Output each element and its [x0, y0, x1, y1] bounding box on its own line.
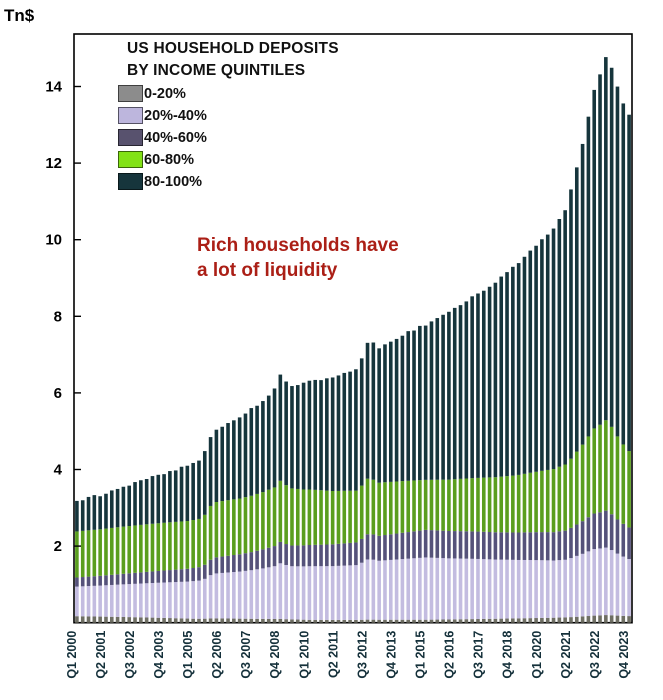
svg-text:Q4 2008: Q4 2008: [268, 631, 282, 679]
svg-text:Q4 2018: Q4 2018: [501, 631, 515, 679]
svg-text:8: 8: [54, 308, 62, 325]
svg-text:Q4 2013: Q4 2013: [384, 631, 398, 679]
svg-text:Q3 2002: Q3 2002: [123, 631, 137, 679]
svg-text:6: 6: [54, 385, 62, 402]
svg-text:Q2 2001: Q2 2001: [94, 631, 108, 679]
svg-text:Q1 2000: Q1 2000: [65, 631, 79, 679]
svg-text:Q2 2016: Q2 2016: [443, 631, 457, 679]
svg-text:2: 2: [54, 538, 62, 555]
svg-text:10: 10: [45, 232, 62, 249]
svg-text:Q1 2020: Q1 2020: [530, 631, 544, 679]
svg-text:Q1 2010: Q1 2010: [297, 631, 311, 679]
svg-text:Q4 2003: Q4 2003: [152, 631, 166, 679]
svg-text:Q1 2005: Q1 2005: [181, 631, 195, 679]
svg-text:12: 12: [45, 155, 62, 172]
svg-text:Q3 2012: Q3 2012: [355, 631, 369, 679]
svg-text:Q3 2022: Q3 2022: [588, 631, 602, 679]
svg-text:Q3 2007: Q3 2007: [239, 631, 253, 679]
svg-text:Q2 2021: Q2 2021: [559, 631, 573, 679]
svg-text:Q3 2017: Q3 2017: [472, 631, 486, 679]
svg-text:4: 4: [54, 462, 63, 479]
svg-text:Q2 2011: Q2 2011: [326, 631, 340, 678]
svg-text:Q4 2023: Q4 2023: [617, 631, 631, 679]
svg-text:Q1 2015: Q1 2015: [414, 631, 428, 679]
svg-text:Q2 2006: Q2 2006: [210, 631, 224, 679]
svg-text:14: 14: [45, 79, 62, 96]
